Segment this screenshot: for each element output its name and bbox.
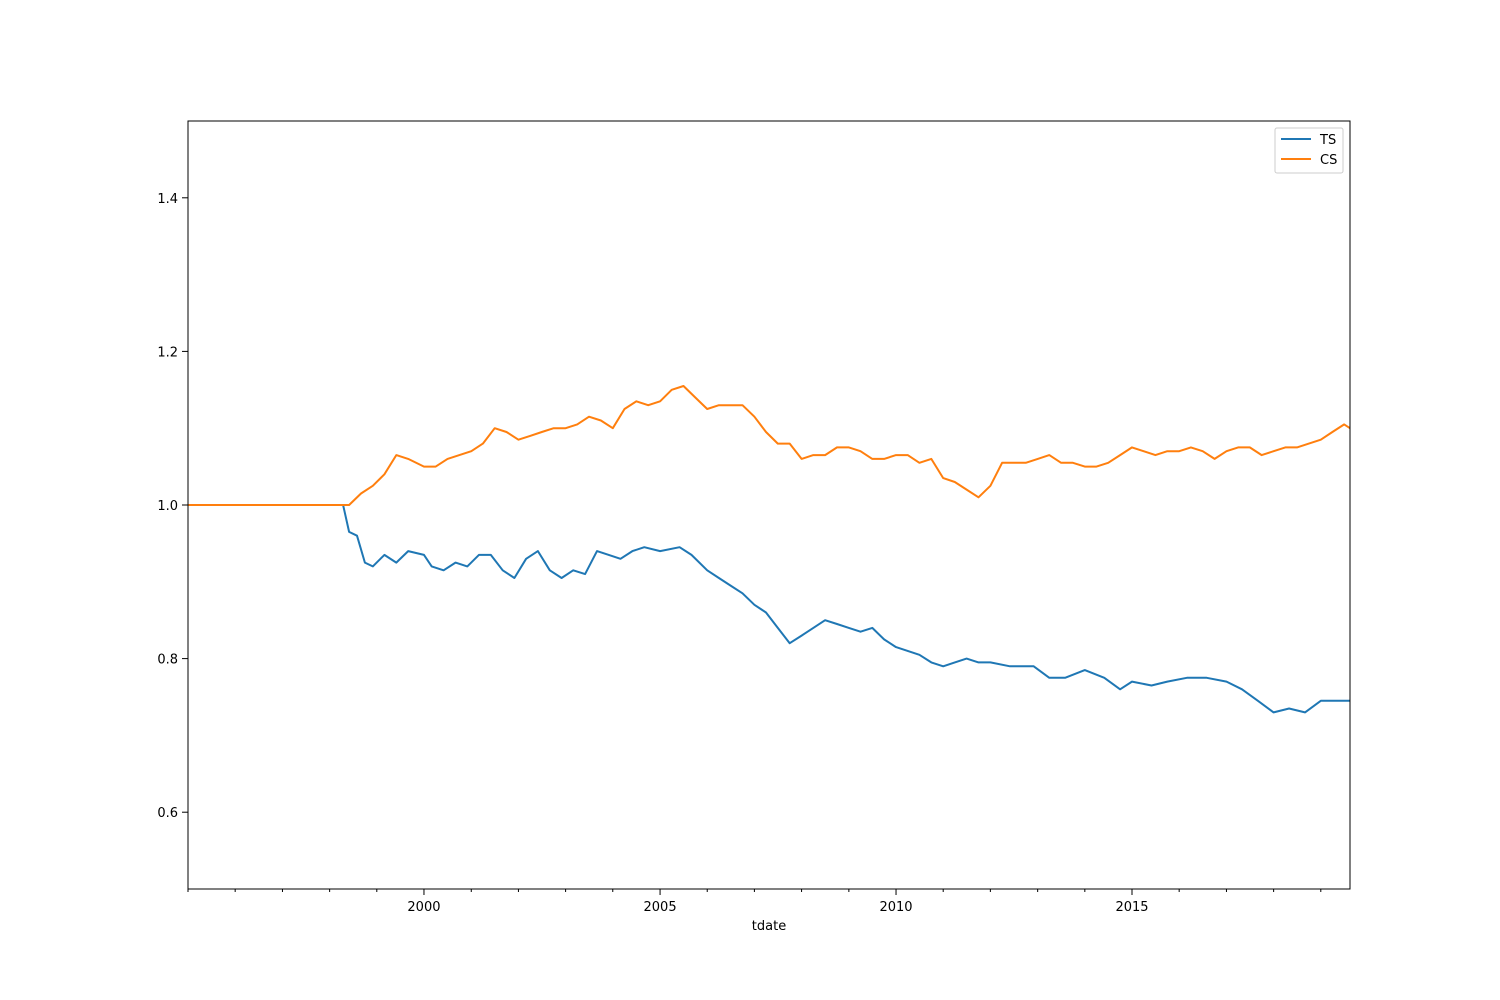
x-tick-label: 2005 [644, 900, 677, 915]
marks-layer [188, 385, 1351, 714]
y-axis: 0.6 0.8 1.0 1.2 1.4 [157, 192, 188, 821]
axes-frame [187, 120, 1351, 890]
y-tick-label: 1.0 [157, 499, 178, 514]
y-tick-label: 0.8 [157, 653, 178, 668]
series-line-cs [188, 385, 1351, 506]
x-axis: 2000 2005 2010 2015 [187, 889, 1322, 915]
series-line-ts [188, 504, 1350, 714]
legend-label-ts: TS [1319, 133, 1336, 148]
legend: TS CS [1274, 127, 1344, 174]
x-axis-label: tdate [752, 919, 786, 934]
y-tick-label: 0.6 [157, 806, 178, 821]
y-tick-label: 1.2 [157, 345, 178, 360]
y-tick-label: 1.4 [157, 192, 178, 207]
x-tick-label: 2010 [879, 900, 912, 915]
x-tick-label: 2000 [407, 900, 440, 915]
x-tick-label: 2015 [1115, 900, 1148, 915]
legend-label-cs: CS [1320, 153, 1337, 168]
